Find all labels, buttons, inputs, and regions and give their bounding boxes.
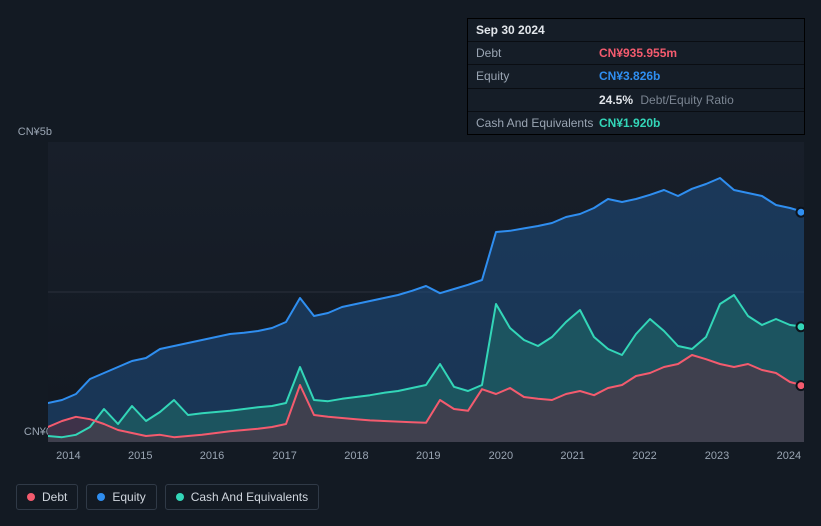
tooltip-card: Sep 30 2024 Debt CN¥935.955m Equity CN¥3… bbox=[467, 18, 805, 135]
plot-area[interactable] bbox=[48, 142, 804, 442]
legend-dot-icon bbox=[27, 493, 35, 501]
x-tick: 2016 bbox=[200, 450, 224, 462]
x-tick: 2018 bbox=[344, 450, 368, 462]
x-tick: 2021 bbox=[560, 450, 584, 462]
tooltip-label bbox=[476, 92, 599, 108]
tooltip-value: CN¥1.920b bbox=[599, 115, 660, 131]
tooltip-value: 24.5% bbox=[599, 93, 633, 107]
tooltip-row-equity: Equity CN¥3.826b bbox=[468, 65, 804, 88]
x-tick: 2024 bbox=[777, 450, 801, 462]
tooltip-label: Cash And Equivalents bbox=[476, 115, 599, 131]
x-tick: 2017 bbox=[272, 450, 296, 462]
legend-label: Cash And Equivalents bbox=[191, 490, 308, 504]
tooltip-value: CN¥3.826b bbox=[599, 68, 660, 84]
tooltip-label: Equity bbox=[476, 68, 599, 84]
legend-item-debt[interactable]: Debt bbox=[16, 484, 78, 510]
x-tick: 2015 bbox=[128, 450, 152, 462]
x-tick: 2014 bbox=[56, 450, 80, 462]
y-tick-max: CN¥5b bbox=[18, 126, 52, 138]
tooltip-value-wrap: 24.5% Debt/Equity Ratio bbox=[599, 92, 734, 108]
x-tick: 2019 bbox=[416, 450, 440, 462]
legend-dot-icon bbox=[176, 493, 184, 501]
chart-svg bbox=[48, 142, 804, 442]
legend-label: Equity bbox=[112, 490, 145, 504]
tooltip-label: Debt bbox=[476, 45, 599, 61]
x-tick: 2020 bbox=[489, 450, 513, 462]
legend-dot-icon bbox=[97, 493, 105, 501]
tooltip-row-ratio: 24.5% Debt/Equity Ratio bbox=[468, 89, 804, 112]
legend: Debt Equity Cash And Equivalents bbox=[16, 484, 319, 510]
legend-item-cash[interactable]: Cash And Equivalents bbox=[165, 484, 319, 510]
tooltip-row-cash: Cash And Equivalents CN¥1.920b bbox=[468, 112, 804, 134]
legend-label: Debt bbox=[42, 490, 67, 504]
tooltip-date-row: Sep 30 2024 bbox=[468, 19, 804, 42]
tooltip-suffix: Debt/Equity Ratio bbox=[640, 93, 733, 107]
legend-item-equity[interactable]: Equity bbox=[86, 484, 156, 510]
tooltip-date: Sep 30 2024 bbox=[476, 22, 545, 38]
x-tick: 2023 bbox=[705, 450, 729, 462]
tooltip-value: CN¥935.955m bbox=[599, 45, 677, 61]
chart: CN¥5b CN¥0 20142015201620172018201920202… bbox=[16, 120, 806, 465]
x-tick: 2022 bbox=[632, 450, 656, 462]
tooltip-row-debt: Debt CN¥935.955m bbox=[468, 42, 804, 65]
